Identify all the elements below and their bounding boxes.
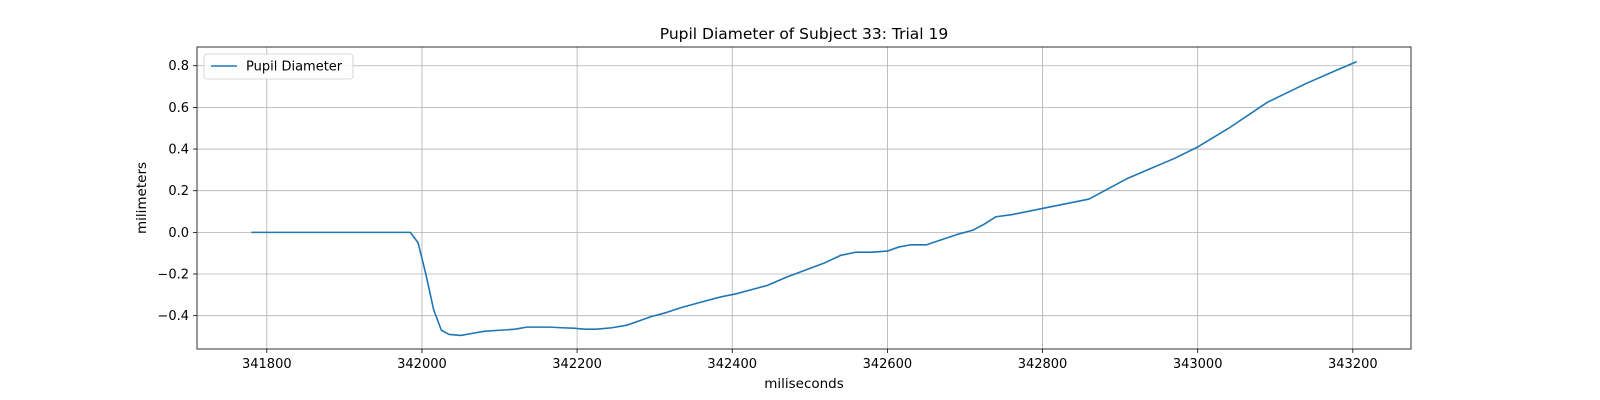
y-tick-label: 0.8 xyxy=(168,59,189,74)
chart-title: Pupil Diameter of Subject 33: Trial 19 xyxy=(660,25,949,43)
x-tick-label: 342000 xyxy=(397,357,447,372)
y-tick-label: −0.4 xyxy=(157,309,189,324)
y-tick-label: 0.4 xyxy=(168,143,189,158)
x-tick-label: 342800 xyxy=(1018,357,1068,372)
plot-area: 341800 342000 342200 342400 342600 342800 3430… xyxy=(134,25,1412,392)
x-tick-label: 343000 xyxy=(1173,357,1223,372)
axes-frame xyxy=(196,46,1412,350)
x-tick-label: 342600 xyxy=(863,357,913,372)
x-tick-label: 342200 xyxy=(552,357,602,372)
y-tick-label: 0.2 xyxy=(168,184,189,199)
y-axis-label: milimeters xyxy=(134,162,150,234)
x-tick-label: 341800 xyxy=(242,357,292,372)
y-tick-label: 0.6 xyxy=(168,101,189,116)
series-line-pupil-diameter xyxy=(251,60,1358,337)
y-tick-label: 0.0 xyxy=(168,226,189,241)
legend-box xyxy=(203,53,354,80)
x-axis-label: miliseconds xyxy=(764,376,844,392)
x-tick-label: 342400 xyxy=(707,357,757,372)
y-tick-label: −0.2 xyxy=(157,268,189,283)
x-tick-label: 343200 xyxy=(1328,357,1378,372)
legend-label: Pupil Diameter xyxy=(246,60,343,75)
